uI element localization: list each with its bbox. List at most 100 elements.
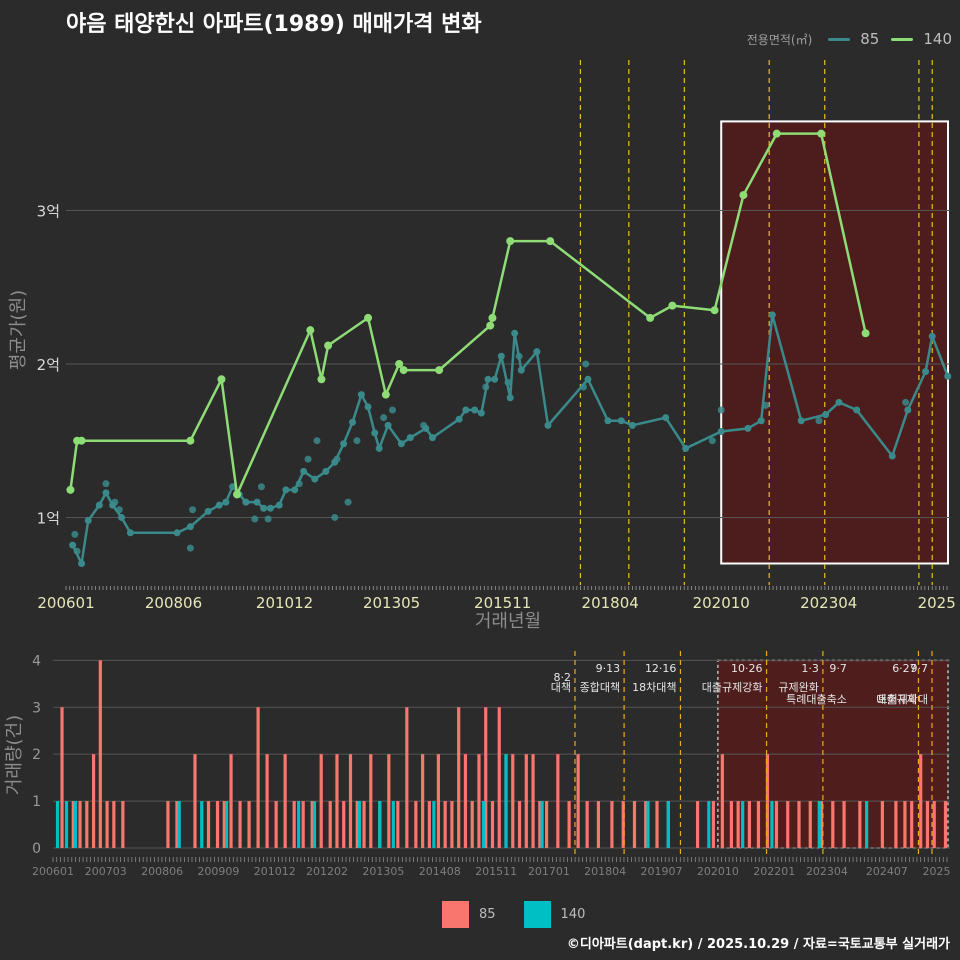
bar-85 (610, 801, 614, 848)
point-85-scatter (304, 455, 312, 463)
bar-85 (484, 707, 488, 848)
bar-85 (369, 754, 373, 848)
point-140 (546, 237, 555, 246)
bar-85 (421, 754, 425, 848)
x-tick-label-bottom: 201305 (362, 865, 404, 878)
bar-85 (585, 801, 589, 848)
bar-140 (666, 801, 670, 848)
bar-85 (880, 801, 884, 848)
point-85-scatter (717, 406, 725, 414)
point-140 (217, 375, 226, 384)
bar-140 (865, 801, 869, 848)
point-85 (260, 504, 268, 512)
bar-140 (741, 801, 745, 848)
bar-85 (206, 801, 211, 848)
legend-swatch-140 (891, 37, 914, 41)
bar-85 (193, 754, 197, 848)
legend-bottom: 85 140 (442, 901, 613, 928)
bar-140 (707, 801, 711, 848)
point-85-scatter (264, 515, 272, 523)
point-85 (109, 501, 117, 509)
point-140 (306, 326, 315, 335)
point-85-scatter (389, 406, 397, 414)
point-85 (584, 375, 592, 383)
bar-85 (644, 801, 648, 848)
x-tick-label-bottom: 2025 (922, 865, 950, 878)
legend-swatch-85 (828, 37, 851, 41)
bar-85 (328, 801, 332, 848)
bar-85 (105, 801, 109, 848)
bar-85 (274, 801, 278, 848)
bar-140 (55, 801, 60, 848)
point-85 (242, 498, 250, 506)
policy-date-label: 1·3 (801, 662, 819, 675)
bar-85 (238, 801, 242, 848)
bar-140 (432, 801, 436, 848)
bar-85 (544, 801, 549, 848)
bar-85 (247, 801, 251, 848)
bar-85 (355, 801, 359, 848)
point-140 (364, 313, 373, 322)
point-85 (744, 424, 752, 432)
policy-name-label: 대책 (551, 681, 571, 694)
point-140 (710, 306, 719, 315)
policy-date-label: 9·13 (596, 662, 621, 675)
point-85 (544, 421, 552, 429)
point-85 (340, 440, 348, 448)
point-140 (233, 490, 242, 499)
legend-bottom-label-85: 85 (479, 907, 496, 922)
bar-85 (301, 801, 305, 848)
point-85 (126, 529, 134, 537)
point-85 (291, 486, 299, 494)
point-85 (853, 406, 861, 414)
point-85-scatter (186, 544, 194, 552)
bar-85 (342, 801, 346, 848)
point-85 (300, 467, 308, 475)
point-85 (78, 560, 86, 568)
bar-140 (817, 801, 821, 848)
x-tick-label-bottom: 200703 (85, 865, 127, 878)
bar-85 (175, 801, 179, 848)
point-85 (533, 348, 541, 356)
x-tick-label-bottom: 202407 (866, 865, 908, 878)
bar-85 (517, 801, 522, 848)
point-85 (491, 375, 499, 383)
bar-85 (497, 707, 501, 848)
point-140 (77, 436, 86, 445)
x-tick-label-bottom: 201202 (306, 865, 348, 878)
policy-date-label: 9·7 (829, 662, 847, 675)
point-85 (888, 452, 896, 460)
point-85 (118, 513, 126, 521)
bar-85 (387, 754, 391, 848)
bar-140 (391, 801, 395, 848)
bar-85 (858, 801, 862, 848)
point-85 (928, 332, 936, 340)
bar-85 (292, 801, 296, 848)
point-85 (757, 417, 765, 425)
point-85 (84, 517, 92, 525)
policy-name-label: 토허제확대 (877, 693, 928, 706)
policy-date-label: 6·27 (892, 662, 917, 675)
point-85 (311, 475, 319, 483)
credit: ©디아파트(dapt.kr) / 2025.10.29 / 자료=국토교통부 실… (566, 937, 950, 952)
bar-140 (646, 801, 650, 848)
point-85 (511, 329, 519, 337)
bar-85 (621, 801, 625, 848)
point-85 (428, 434, 436, 442)
point-85 (922, 368, 930, 376)
x-tick-label-bottom: 200601 (32, 865, 74, 878)
point-85 (322, 467, 330, 475)
x-tick-label-bottom: 202010 (697, 865, 739, 878)
bar-85 (414, 801, 418, 848)
policy-date-label: 12·16 (645, 662, 677, 675)
bar-85 (576, 754, 580, 848)
bar-85 (457, 707, 461, 848)
bar-140 (378, 801, 382, 848)
y-tick-label-top: 3억 (37, 202, 60, 220)
x-tick-label-bottom: 202201 (753, 865, 795, 878)
x-tick-label-top: 202010 (693, 594, 750, 612)
bar-85 (655, 801, 659, 848)
x-tick-label-top: 201305 (363, 594, 420, 612)
x-tick-label-top: 202304 (800, 594, 857, 612)
bar-85 (265, 754, 269, 848)
